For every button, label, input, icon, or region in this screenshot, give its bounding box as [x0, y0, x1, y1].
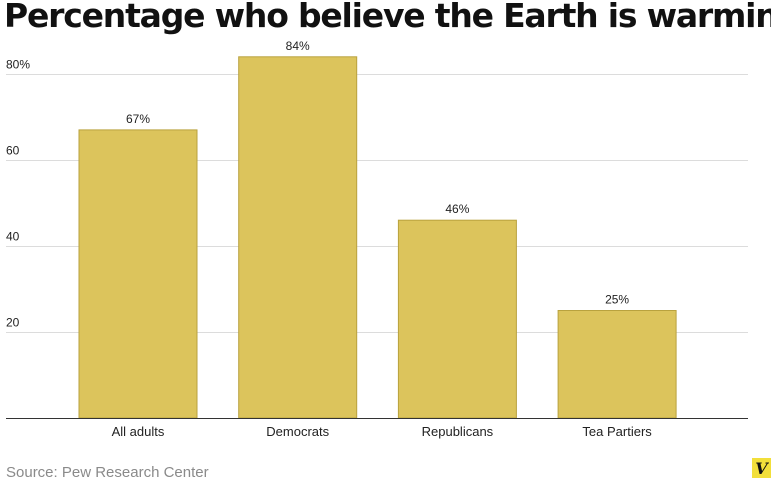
x-category-label: Republicans [422, 424, 494, 439]
y-tick-label: 40 [6, 230, 20, 244]
bar-democrats [238, 56, 358, 419]
x-category-label: Tea Partiers [582, 424, 652, 439]
source-note: Source: Pew Research Center [6, 464, 209, 481]
labels: 20 40 60 80% 67% All adults 84% Democrats 46% Rep… [6, 39, 652, 439]
vox-logo: V [752, 458, 771, 478]
chart-title: Percentage who believe the Earth is warm… [4, 0, 771, 35]
data-label: 25% [605, 293, 629, 307]
y-tick-label: 20 [6, 316, 20, 330]
data-label: 84% [286, 39, 310, 53]
y-tick-label: 60 [6, 144, 20, 158]
bar-tea-partiers [557, 310, 677, 419]
data-label: 67% [126, 112, 150, 126]
x-category-label: All adults [112, 424, 165, 439]
x-category-label: Democrats [266, 424, 329, 439]
bar-republicans [397, 219, 517, 419]
bars [78, 56, 677, 419]
bar-all-adults [78, 129, 198, 419]
y-tick-label: 80% [6, 58, 30, 72]
bar-chart: 20 40 60 80% 67% All adults 84% Democrats 46% Rep… [6, 39, 748, 439]
data-label: 46% [445, 202, 469, 216]
